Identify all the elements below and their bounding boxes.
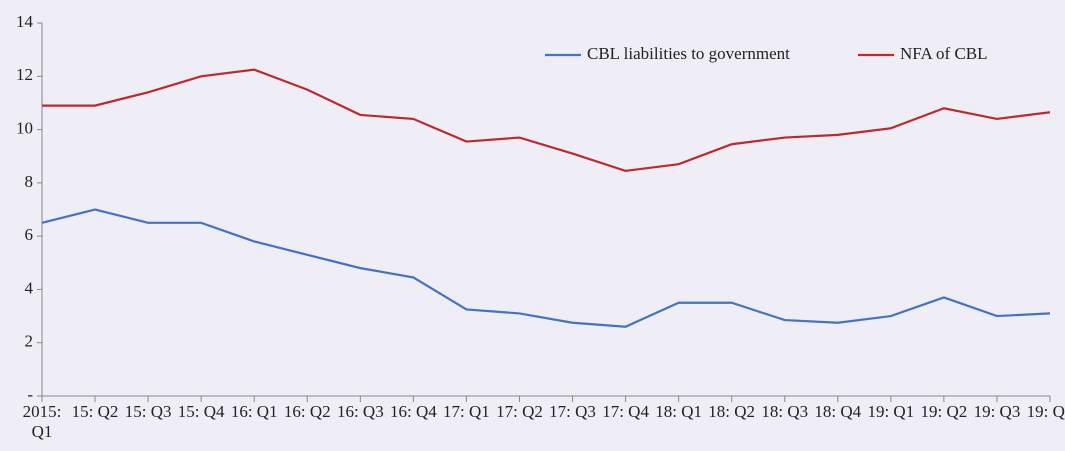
y-tick-label: - (27, 385, 33, 404)
x-tick-label: 17: Q2 (496, 402, 543, 421)
x-tick-label: 2015: Q1 (22, 402, 62, 441)
y-tick-label: 12 (16, 65, 33, 84)
x-tick-label: 19: Q2 (920, 402, 968, 421)
x-tick-label: 18: Q1 (655, 402, 702, 421)
x-tick-label: 17: Q3 (549, 402, 596, 421)
x-tick-label: 15: Q3 (124, 402, 172, 421)
x-tick-label: 15: Q2 (71, 402, 119, 421)
x-tick-label: 16: Q4 (389, 402, 437, 421)
legend-label: CBL liabilities to government (587, 44, 790, 63)
x-tick-label: 16: Q1 (230, 402, 278, 421)
series-line (41, 208, 1051, 328)
x-tick-label: 19: Q4 (1026, 402, 1065, 421)
y-tick-label: 6 (25, 225, 34, 244)
y-tick-label: 8 (25, 172, 34, 191)
y-tick-label: 14 (16, 12, 34, 31)
x-tick-label: 18: Q4 (814, 402, 862, 421)
x-tick-label: 16: Q2 (283, 402, 331, 421)
x-tick-label: 15: Q4 (177, 402, 225, 421)
y-tick-label: 4 (25, 278, 34, 297)
x-tick-label: 19: Q3 (973, 402, 1021, 421)
x-tick-label: 18: Q2 (708, 402, 756, 421)
x-tick-label: 18: Q3 (761, 402, 809, 421)
y-tick-label: 2 (25, 332, 34, 351)
legend-label: NFA of CBL (900, 44, 988, 63)
y-tick-label: 10 (16, 118, 33, 137)
x-tick-label: 17: Q1 (443, 402, 490, 421)
x-tick-label: 16: Q3 (336, 402, 384, 421)
series-line (42, 68, 1051, 172)
x-tick-label: 19: Q1 (867, 402, 915, 421)
x-tick-label: 17: Q4 (602, 402, 649, 421)
